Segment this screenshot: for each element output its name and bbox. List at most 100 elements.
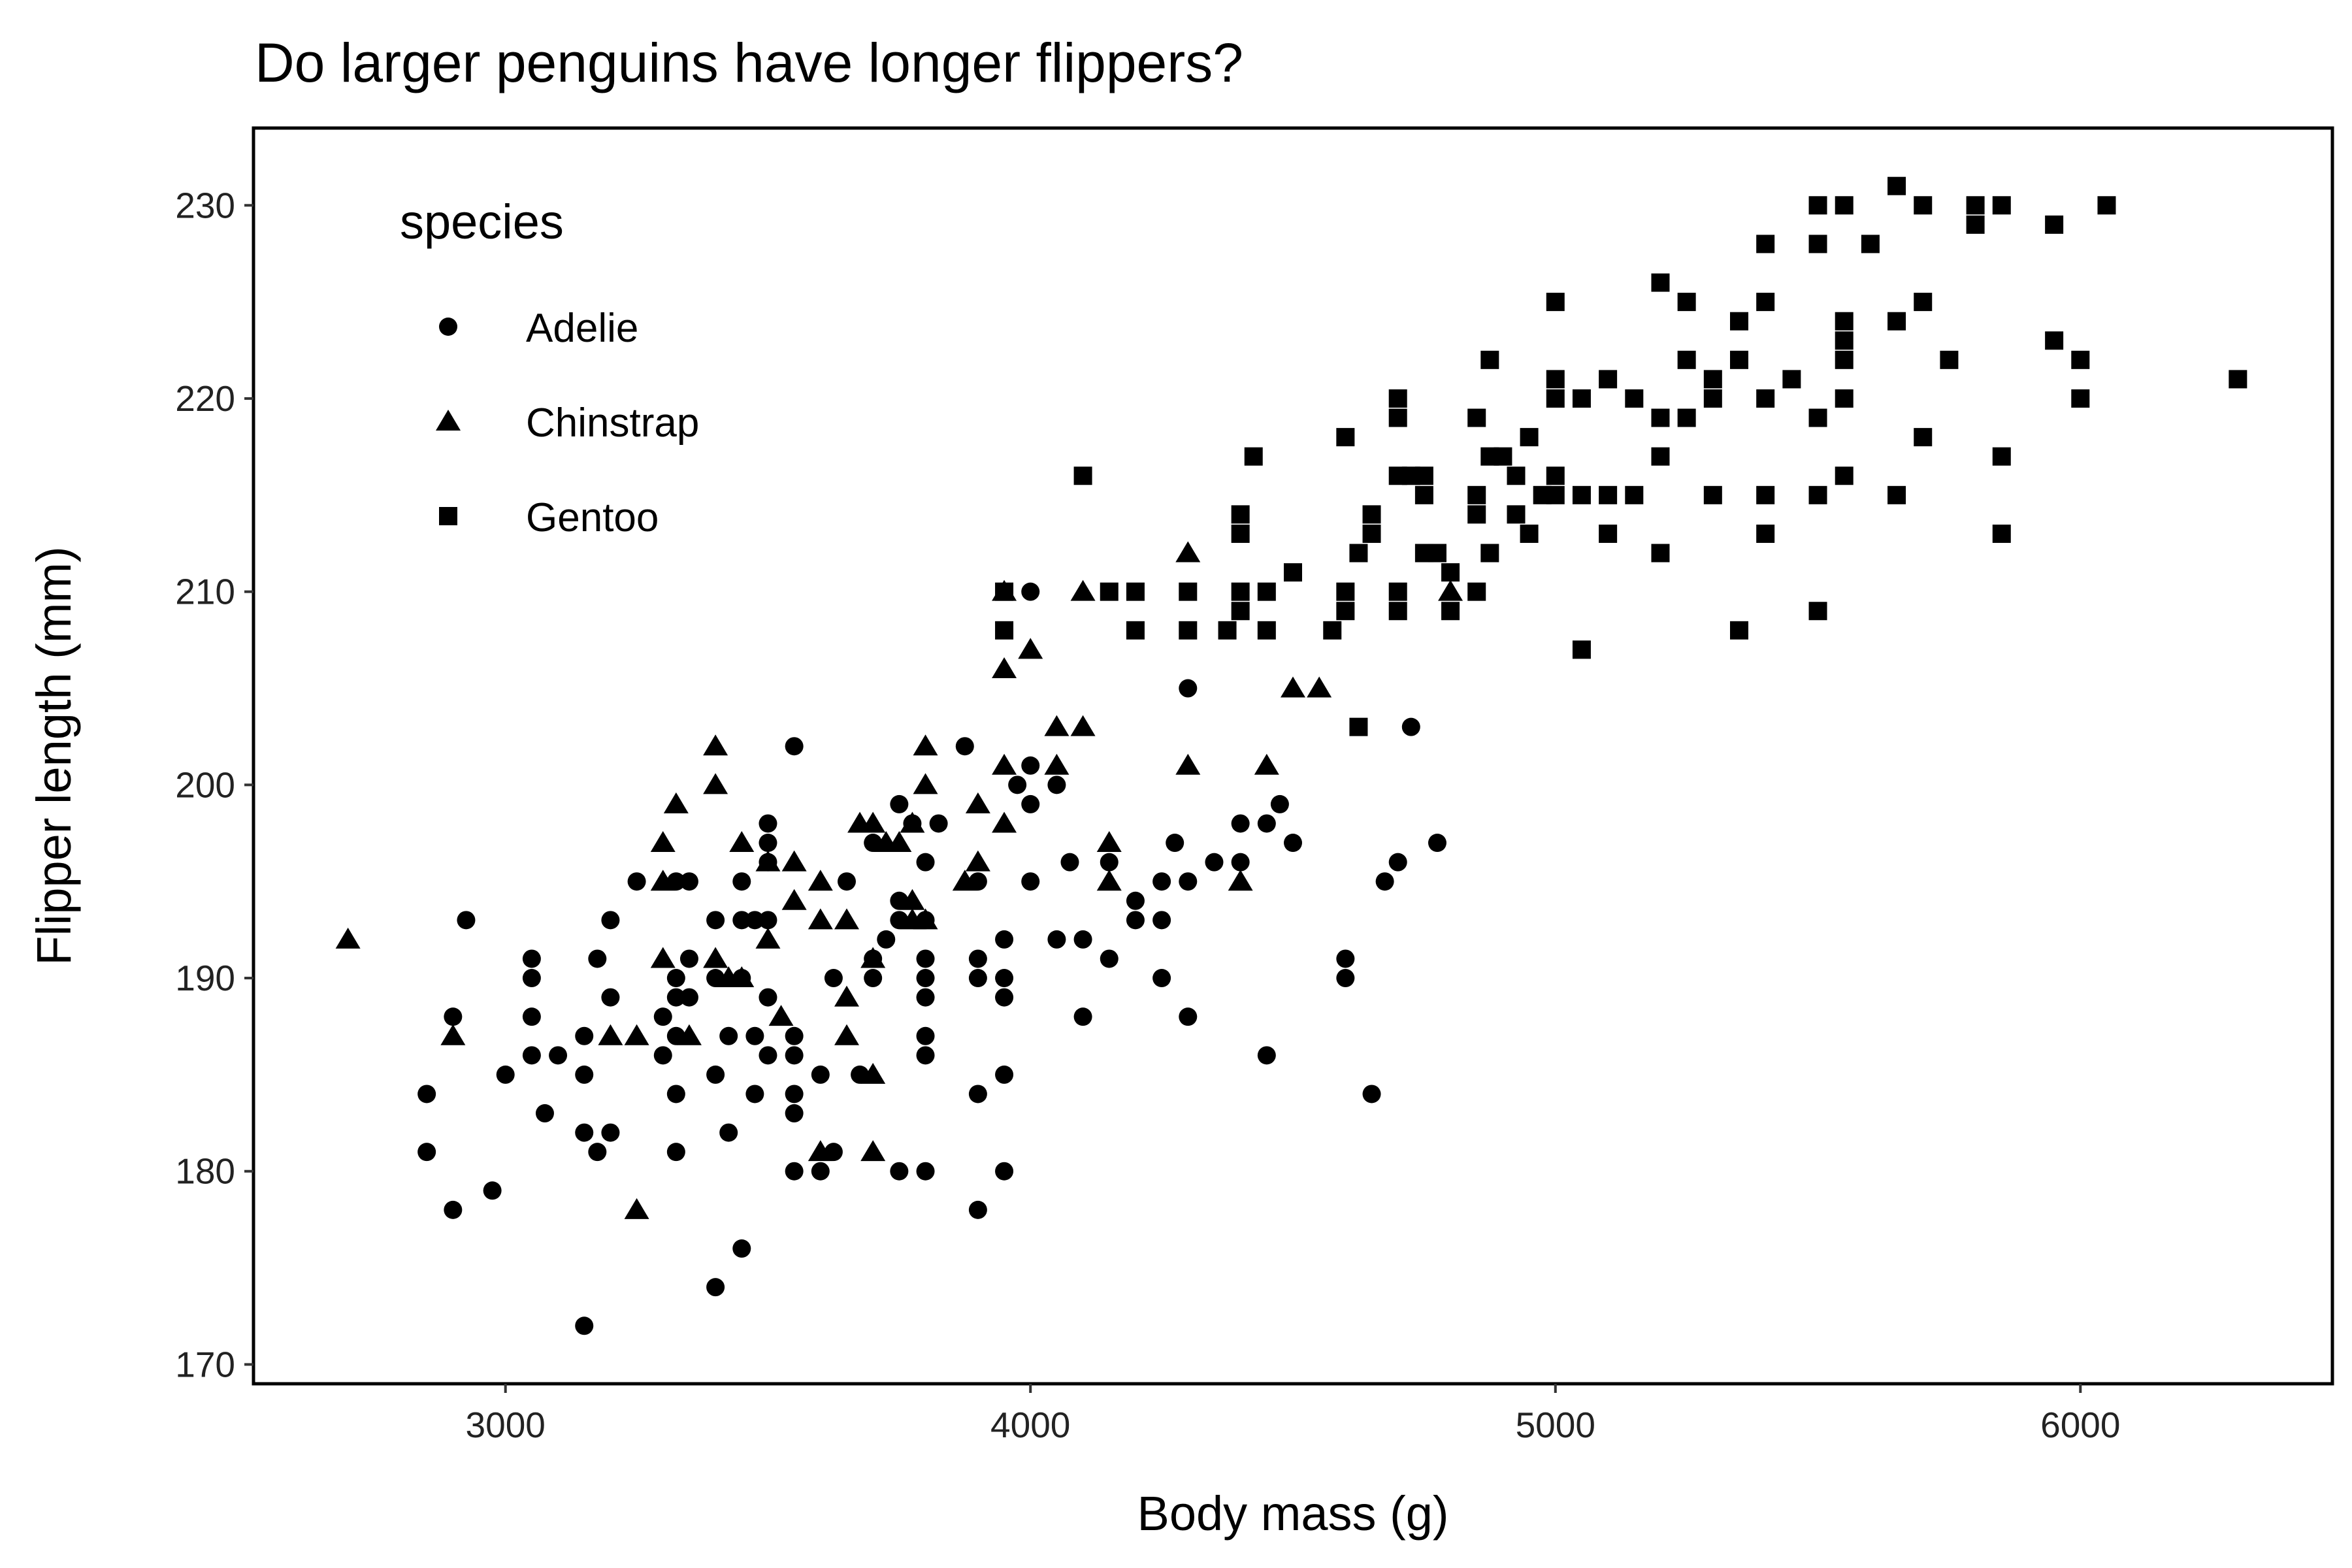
adelie-point xyxy=(706,911,725,930)
chinstrap-point xyxy=(624,1024,649,1045)
chinstrap-point xyxy=(1096,870,1122,891)
legend-label-adelie: Adelie xyxy=(526,306,638,351)
gentoo-point xyxy=(2097,196,2116,215)
chinstrap-point xyxy=(860,947,886,968)
adelie-point xyxy=(666,1143,685,1162)
gentoo-point xyxy=(1572,485,1591,504)
adelie-point xyxy=(1428,834,1446,853)
chinstrap-point xyxy=(952,870,977,891)
adelie-point xyxy=(588,1143,607,1162)
chinstrap-point xyxy=(860,1140,886,1162)
gentoo-point xyxy=(1835,196,1854,215)
x-tick-label: 3000 xyxy=(466,1405,546,1445)
x-axis: 3000 4000 5000 6000 xyxy=(466,1384,2120,1445)
gentoo-point xyxy=(1480,350,1499,369)
legend-key-gentoo xyxy=(439,507,457,525)
gentoo-point xyxy=(1887,312,1906,331)
adelie-point xyxy=(1021,582,1040,601)
chinstrap-point xyxy=(860,1062,886,1084)
gentoo-point xyxy=(1388,389,1407,408)
gentoo-point xyxy=(1414,466,1433,485)
adelie-point xyxy=(653,1007,672,1026)
adelie-point xyxy=(811,1065,830,1084)
gentoo-point xyxy=(1441,602,1460,621)
chinstrap-point xyxy=(1044,715,1070,736)
adelie-point xyxy=(706,1065,725,1084)
adelie-point xyxy=(759,834,777,853)
gentoo-point xyxy=(1756,524,1775,543)
y-axis-title: Flipper length (mm) xyxy=(27,546,81,966)
adelie-point xyxy=(995,1065,1014,1084)
y-tick-label: 170 xyxy=(175,1344,235,1384)
gentoo-point xyxy=(2071,350,2090,369)
adelie-point xyxy=(706,1278,725,1297)
adelie-point xyxy=(745,1085,764,1103)
adelie-point xyxy=(1257,1046,1276,1065)
adelie-point xyxy=(1179,679,1198,698)
gentoo-point xyxy=(1835,389,1854,408)
gentoo-point xyxy=(1257,582,1276,601)
gentoo-point xyxy=(1703,485,1722,504)
chinstrap-point xyxy=(650,947,676,968)
adelie-point xyxy=(457,911,476,930)
adelie-point xyxy=(549,1046,568,1065)
gentoo-point xyxy=(1992,196,2011,215)
adelie-point xyxy=(745,1026,764,1045)
legend: species Adelie Chinstrap Gentoo xyxy=(400,195,699,540)
chinstrap-point xyxy=(755,927,781,949)
chinstrap-point xyxy=(900,889,925,910)
gentoo-point xyxy=(2229,370,2247,389)
adelie-point xyxy=(759,814,777,833)
adelie-point xyxy=(995,988,1014,1007)
adelie-point xyxy=(1100,853,1119,872)
adelie-point xyxy=(995,1162,1014,1181)
gentoo-point xyxy=(1677,293,1696,312)
chinstrap-point xyxy=(834,985,859,1007)
x-tick-label: 5000 xyxy=(1516,1405,1595,1445)
chinstrap-point xyxy=(1438,580,1463,601)
gentoo-point xyxy=(1677,350,1696,369)
gentoo-point xyxy=(1992,447,2011,466)
chinstrap-point xyxy=(1044,753,1070,775)
gentoo-point xyxy=(1861,235,1880,253)
gentoo-point xyxy=(1323,621,1342,640)
data-points xyxy=(335,176,2247,1335)
chinstrap-point xyxy=(913,773,938,794)
gentoo-point xyxy=(1835,350,1854,369)
x-tick-label: 4000 xyxy=(990,1405,1070,1445)
adelie-point xyxy=(522,1007,541,1026)
plot-panel xyxy=(252,126,2334,1386)
adelie-point xyxy=(1179,1007,1198,1026)
adelie-point xyxy=(877,930,896,949)
gentoo-point xyxy=(1887,176,1906,195)
gentoo-point xyxy=(1179,621,1198,640)
adelie-point xyxy=(575,1123,594,1142)
y-axis: 170 180 190 200 210 220 230 xyxy=(175,185,253,1384)
gentoo-point xyxy=(1388,408,1407,427)
legend-label-chinstrap: Chinstrap xyxy=(526,400,699,446)
adelie-point xyxy=(916,969,935,988)
chinstrap-point xyxy=(1070,580,1096,601)
adelie-point xyxy=(968,1200,987,1219)
y-tick-label: 230 xyxy=(175,185,235,225)
gentoo-point xyxy=(1546,370,1565,389)
adelie-point xyxy=(1152,911,1171,930)
adelie-point xyxy=(417,1085,436,1103)
gentoo-point xyxy=(1414,485,1433,504)
gentoo-point xyxy=(1362,524,1381,543)
gentoo-point xyxy=(995,582,1014,601)
y-tick-label: 190 xyxy=(175,958,235,998)
adelie-point xyxy=(785,1046,804,1065)
adelie-point xyxy=(995,969,1014,988)
chinstrap-point xyxy=(1281,676,1305,698)
chinstrap-point xyxy=(887,831,912,853)
adelie-point xyxy=(759,988,777,1007)
gentoo-point xyxy=(1625,485,1644,504)
adelie-point xyxy=(995,930,1014,949)
adelie-point xyxy=(1047,930,1066,949)
gentoo-point xyxy=(1808,408,1827,427)
gentoo-point xyxy=(1231,505,1250,524)
gentoo-point xyxy=(1808,235,1827,253)
legend-title: species xyxy=(400,195,564,249)
adelie-point xyxy=(916,988,935,1007)
